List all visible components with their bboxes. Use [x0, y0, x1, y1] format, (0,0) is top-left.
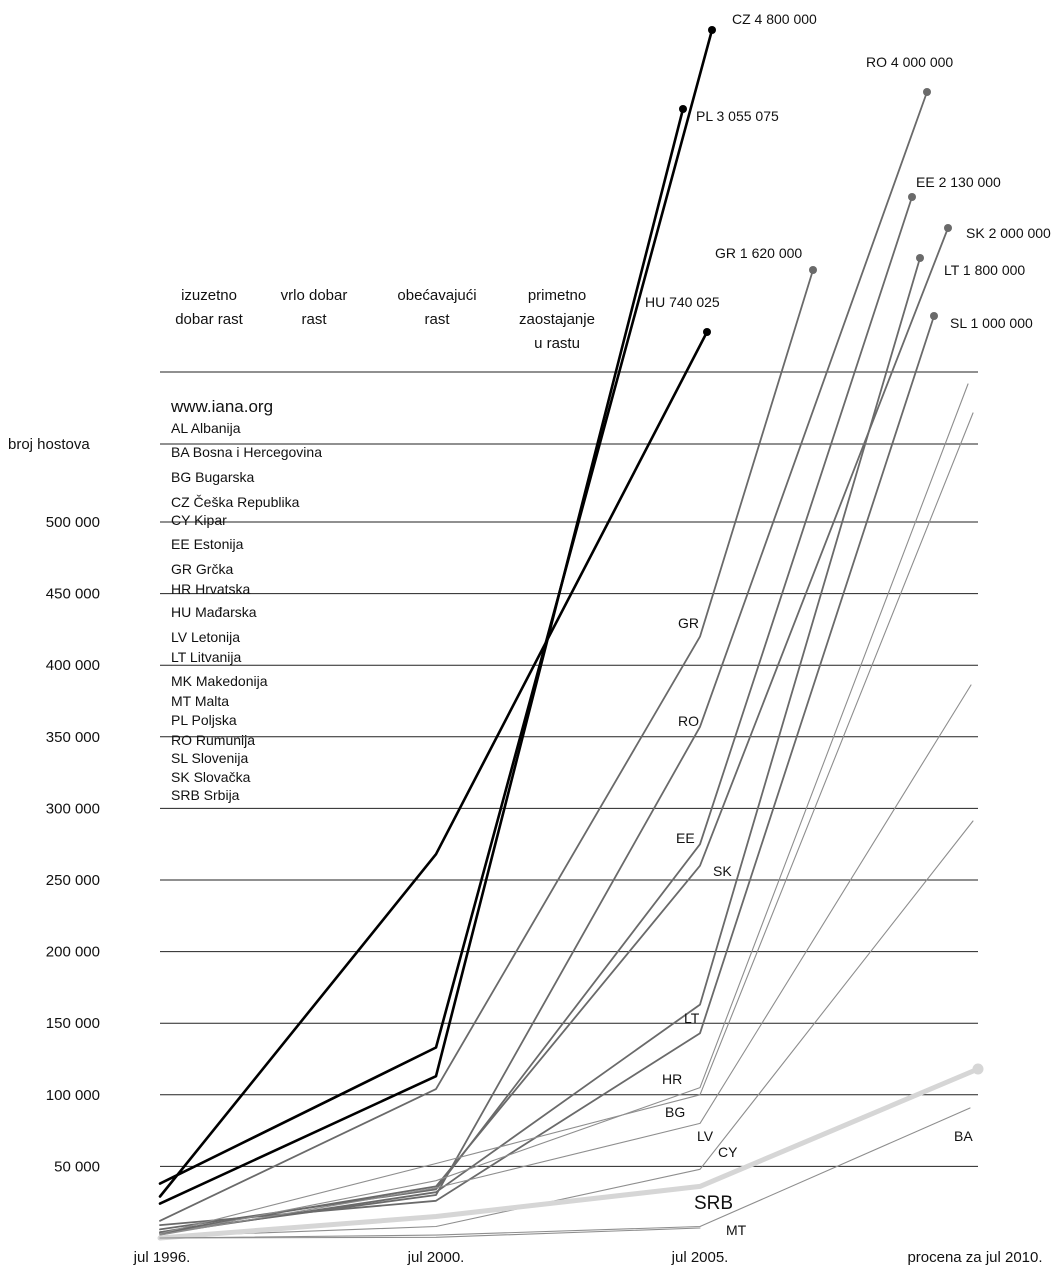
legend-item: EE Estonija	[171, 536, 244, 552]
x-tick-labels: jul 1996. jul 2000. jul 2005. procena za ju…	[133, 1249, 1043, 1266]
legend-item: CY Kipar	[171, 512, 227, 528]
y-tick-label: 350 000	[46, 729, 100, 746]
series-end-label-lt: LT 1 800 000	[944, 262, 1025, 278]
grid-lines	[160, 371, 978, 1167]
series-endpoint-gr	[809, 266, 817, 274]
series-end-label-hu: HU 740 025	[645, 294, 720, 310]
category-header-line: izuzetno	[181, 287, 237, 304]
series-line-sk	[159, 227, 949, 1234]
legend-title: www.iana.org	[170, 397, 273, 416]
series-label-ee: EE	[676, 830, 695, 846]
legend-item: BA Bosna i Hercegovina	[171, 444, 322, 460]
x-tick-label: jul 1996.	[133, 1249, 191, 1266]
series-end-label-sl: SL 1 000 000	[950, 315, 1033, 331]
series-end-label-ba: BA	[954, 1128, 973, 1144]
legend: www.iana.org AL Albanija BA Bosna i Herceg…	[170, 397, 322, 803]
series-end-label-ro: RO 4 000 000	[866, 54, 953, 70]
series-line-gr	[159, 269, 814, 1222]
series-label-bg: BG	[665, 1104, 685, 1120]
series-line-sl	[159, 315, 935, 1226]
series-line-ba	[159, 1107, 971, 1239]
series-line-lv	[159, 684, 972, 1236]
series-line-hu	[158, 330, 709, 1198]
series-label-srb: SRB	[694, 1193, 733, 1214]
legend-item: LV Letonija	[171, 629, 240, 645]
series-endpoint-ee	[908, 193, 916, 201]
series-endpoint-sl	[930, 312, 938, 320]
legend-item: MK Makedonija	[171, 673, 268, 689]
category-header-line: zaostajanje	[519, 311, 595, 328]
x-tick-label: jul 2000.	[407, 1249, 465, 1266]
x-tick-label: procena za jul 2010.	[907, 1249, 1042, 1266]
y-tick-label: 100 000	[46, 1087, 100, 1104]
series-line-bg	[159, 412, 974, 1235]
y-tick-label: 300 000	[46, 800, 100, 817]
series-endpoint-cz	[708, 26, 716, 34]
legend-item: RO Rumunija	[171, 732, 255, 748]
legend-item: AL Albanija	[171, 420, 241, 436]
legend-item: CZ Češka Republika	[171, 494, 300, 510]
series-end-label-cz: CZ 4 800 000	[732, 11, 817, 27]
series-label-cy: CY	[718, 1144, 738, 1160]
y-axis-label: broj hostova	[8, 436, 90, 453]
y-tick-label: 400 000	[46, 657, 100, 674]
y-tick-label: 450 000	[46, 586, 100, 603]
series-label-lv: LV	[697, 1128, 714, 1144]
legend-item: HU Mađarska	[171, 604, 257, 620]
series-line-cy	[159, 820, 974, 1238]
category-header-line: primetno	[528, 287, 586, 304]
series-end-label-ee: EE 2 130 000	[916, 174, 1001, 190]
series-end-label-pl: PL 3 055 075	[696, 108, 779, 124]
series-label-sk: SK	[713, 863, 732, 879]
series-lines	[157, 26, 984, 1241]
series-line-hr	[159, 383, 969, 1236]
series-label-gr: GR	[678, 615, 699, 631]
series-labels: CZ 4 800 000 PL 3 055 075 HU 740 025 GR 1 6…	[645, 11, 1051, 1238]
category-header-line: u rastu	[534, 335, 580, 352]
legend-item: HR Hrvatska	[171, 581, 251, 597]
legend-item: GR Grčka	[171, 561, 233, 577]
category-headers: izuzetno dobar rast vrlo dobar rast obećavaj…	[175, 287, 595, 352]
series-endpoint-ro	[923, 88, 931, 96]
series-label-hr: HR	[662, 1071, 682, 1087]
y-tick-label: 50 000	[54, 1158, 100, 1175]
series-end-label-sk: SK 2 000 000	[966, 225, 1051, 241]
series-endpoint-lt	[916, 254, 924, 262]
series-line-lt	[159, 257, 921, 1235]
series-endpoint-sk	[944, 224, 952, 232]
series-endpoint-hu	[703, 328, 711, 336]
y-tick-label: 500 000	[46, 514, 100, 531]
series-line-srb	[157, 1066, 981, 1241]
series-line-mt	[159, 1227, 701, 1239]
series-endpoint-pl	[679, 105, 687, 113]
series-line-ro	[159, 91, 928, 1234]
y-tick-label: 200 000	[46, 944, 100, 961]
x-tick-label: jul 2005.	[671, 1249, 729, 1266]
series-endpoint-srb	[972, 1063, 984, 1075]
series-label-ro: RO	[678, 713, 699, 729]
legend-item: PL Poljska	[171, 712, 237, 728]
category-header-line: obećavajući	[397, 287, 476, 304]
series-line-pl	[158, 107, 685, 1205]
category-header-line: dobar rast	[175, 311, 243, 328]
y-tick-label: 250 000	[46, 872, 100, 889]
legend-item: LT Litvanija	[171, 649, 242, 665]
legend-item: MT Malta	[171, 693, 229, 709]
category-header-line: vrlo dobar	[281, 287, 348, 304]
legend-item: SK Slovačka	[171, 769, 251, 785]
category-header-line: rast	[424, 311, 450, 328]
category-header-line: rast	[301, 311, 327, 328]
legend-item: SL Slovenija	[171, 750, 249, 766]
series-label-mt: MT	[726, 1222, 747, 1238]
series-end-label-gr: GR 1 620 000	[715, 245, 802, 261]
series-label-lt: LT	[684, 1010, 700, 1026]
series-line-cz	[158, 28, 714, 1185]
y-tick-labels: 50 000 100 000 150 000 200 000 250 000 300 00…	[46, 514, 100, 1175]
y-tick-label: 150 000	[46, 1015, 100, 1032]
legend-item: SRB Srbija	[171, 787, 240, 803]
legend-item: BG Bugarska	[171, 469, 254, 485]
